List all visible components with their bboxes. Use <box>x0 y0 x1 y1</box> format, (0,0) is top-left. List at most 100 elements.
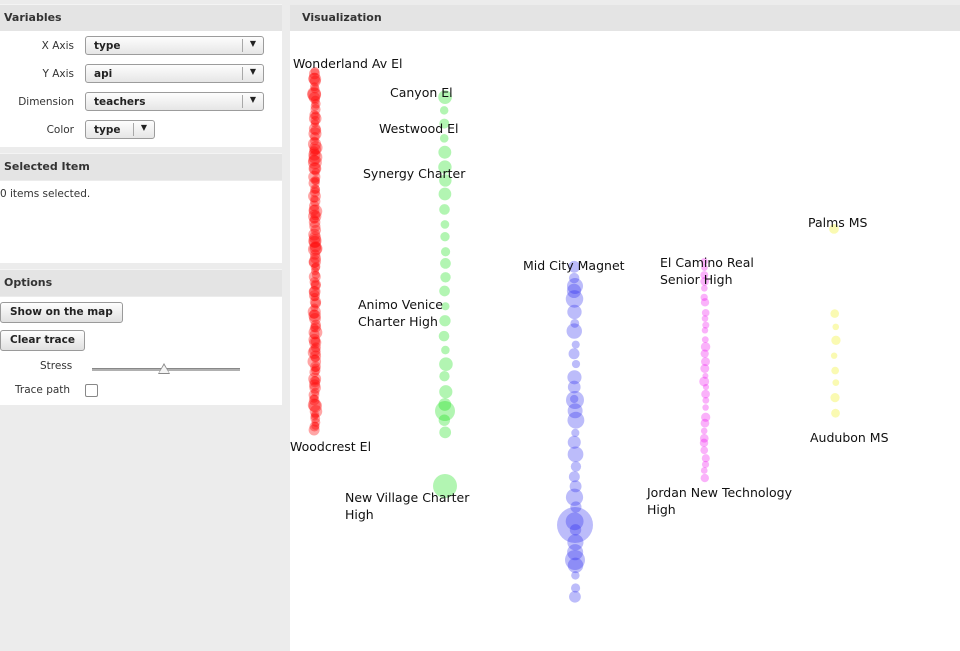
bubble[interactable] <box>439 426 452 439</box>
bubble[interactable] <box>309 405 323 418</box>
bubble[interactable] <box>307 155 322 170</box>
bubble[interactable] <box>701 309 710 317</box>
bubble[interactable] <box>310 210 321 221</box>
bubble[interactable] <box>701 460 710 468</box>
bubble[interactable] <box>565 488 584 506</box>
bubble[interactable] <box>309 296 322 308</box>
bubble[interactable] <box>701 264 708 271</box>
bubble[interactable] <box>565 512 584 531</box>
bubble[interactable] <box>566 323 582 339</box>
bubble[interactable] <box>308 234 322 248</box>
bubble[interactable] <box>310 412 319 421</box>
bubble[interactable] <box>309 252 322 264</box>
bubble[interactable] <box>311 410 320 419</box>
show-on-map-button[interactable]: Show on the map <box>0 302 123 323</box>
bubble[interactable] <box>308 255 322 268</box>
trace-path-checkbox[interactable] <box>85 384 98 397</box>
bubble[interactable] <box>439 357 453 371</box>
bubble[interactable] <box>310 131 320 142</box>
bubble[interactable] <box>566 391 584 409</box>
bubble[interactable] <box>701 284 708 292</box>
bubble[interactable] <box>700 473 709 483</box>
bubble[interactable] <box>438 90 452 104</box>
bubble[interactable] <box>702 372 709 379</box>
bubble[interactable] <box>308 372 322 386</box>
bubble[interactable] <box>702 396 710 404</box>
bubble[interactable] <box>311 167 320 177</box>
bubble[interactable] <box>441 345 450 355</box>
bubble[interactable] <box>700 342 711 352</box>
bubble[interactable] <box>310 354 320 363</box>
bubble[interactable] <box>311 387 320 397</box>
bubble[interactable] <box>570 501 582 513</box>
bubble[interactable] <box>308 204 323 219</box>
bubble[interactable] <box>308 92 321 104</box>
bubble[interactable] <box>310 184 320 195</box>
bubble[interactable] <box>309 162 321 175</box>
bubble[interactable] <box>308 68 321 80</box>
bubble[interactable] <box>308 204 320 216</box>
bubble[interactable] <box>308 170 321 183</box>
bubble[interactable] <box>308 424 320 436</box>
bubble[interactable] <box>571 359 581 369</box>
bubble[interactable] <box>308 127 322 141</box>
bubble[interactable] <box>309 336 322 349</box>
bubble[interactable] <box>700 418 710 428</box>
bubble[interactable] <box>310 104 321 115</box>
bubble[interactable] <box>310 84 320 94</box>
bubble[interactable] <box>571 571 580 580</box>
bubble[interactable] <box>310 337 321 347</box>
bubble[interactable] <box>433 474 457 498</box>
bubble[interactable] <box>309 313 321 325</box>
bubble[interactable] <box>567 370 582 385</box>
bubble[interactable] <box>307 305 321 319</box>
bubble[interactable] <box>308 162 322 175</box>
bubble[interactable] <box>308 325 323 340</box>
bubble[interactable] <box>569 524 582 536</box>
bubble[interactable] <box>440 232 450 242</box>
bubble[interactable] <box>309 309 319 319</box>
bubble[interactable] <box>311 184 321 194</box>
bubble[interactable] <box>701 454 710 463</box>
bubble[interactable] <box>311 417 321 427</box>
bubble[interactable] <box>699 433 709 443</box>
bubble[interactable] <box>438 398 452 411</box>
bubble[interactable] <box>569 590 581 603</box>
bubble[interactable] <box>311 262 321 272</box>
bubble[interactable] <box>307 346 321 360</box>
bubble[interactable] <box>310 136 319 146</box>
bubble[interactable] <box>310 263 320 273</box>
bubble[interactable] <box>307 398 321 412</box>
bubble[interactable] <box>830 309 840 318</box>
bubble[interactable] <box>308 270 321 283</box>
bubble[interactable] <box>308 148 321 161</box>
bubble[interactable] <box>700 277 710 286</box>
bubble[interactable] <box>568 260 581 273</box>
bubble[interactable] <box>309 109 319 120</box>
bubble[interactable] <box>440 247 451 257</box>
bubble[interactable] <box>309 376 321 388</box>
bubble[interactable] <box>700 298 710 307</box>
bubble[interactable] <box>701 412 711 422</box>
bubble[interactable] <box>308 333 321 346</box>
bubble[interactable] <box>701 357 710 367</box>
bubble[interactable] <box>701 315 709 322</box>
bubble[interactable] <box>702 404 709 411</box>
bubble[interactable] <box>311 376 320 385</box>
x-axis-select[interactable]: type ▼ <box>85 36 264 55</box>
bubble[interactable] <box>439 106 449 115</box>
bubble[interactable] <box>570 461 582 472</box>
bubble[interactable] <box>308 189 321 203</box>
bubble[interactable] <box>310 101 320 111</box>
bubble[interactable] <box>567 304 582 320</box>
bubble[interactable] <box>309 220 321 233</box>
bubble[interactable] <box>702 383 710 391</box>
bubble[interactable] <box>310 303 319 312</box>
bubble[interactable] <box>308 389 320 401</box>
clear-trace-button[interactable]: Clear trace <box>0 330 85 351</box>
bubble[interactable] <box>310 95 320 105</box>
bubble[interactable] <box>439 315 451 327</box>
bubble[interactable] <box>567 403 583 419</box>
bubble[interactable] <box>308 344 321 356</box>
bubble[interactable] <box>310 224 322 236</box>
